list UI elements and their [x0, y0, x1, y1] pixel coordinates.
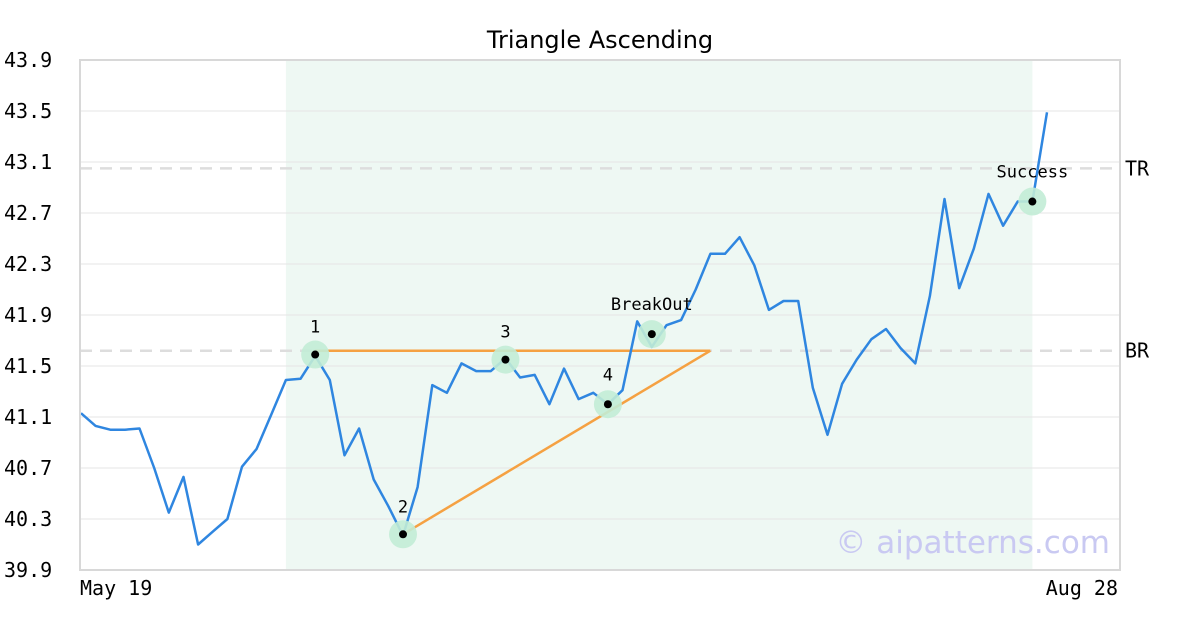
y-tick-label: 41.1 [4, 405, 52, 429]
pattern-points-layer: 1 2 3 4 BreakOut Success [301, 163, 1068, 549]
y-tick-label: 41.9 [4, 303, 52, 327]
y-tick-label: 43.1 [4, 150, 52, 174]
point-label: Success [997, 163, 1069, 183]
y-tick-label: 42.3 [4, 252, 52, 276]
y-tick-label: 43.5 [4, 99, 52, 123]
axis-labels-layer: 43.9 43.5 43.1 42.7 42.3 41.9 41.5 41.1 40.7 40.3… [4, 48, 1118, 600]
point-label: BreakOut [611, 295, 693, 315]
point-label: 2 [398, 497, 408, 517]
point-marker-dot [1028, 197, 1037, 206]
y-tick-label: 42.7 [4, 201, 52, 225]
level-label-br: BR [1125, 339, 1150, 363]
level-label-tr: TR [1125, 156, 1150, 180]
point-label: 3 [500, 323, 510, 343]
y-tick-label: 41.5 [4, 354, 52, 378]
y-tick-label: 40.7 [4, 456, 52, 480]
x-tick-label: May 19 [80, 576, 152, 600]
x-tick-label: Aug 28 [1046, 576, 1118, 600]
point-marker-dot [501, 355, 510, 364]
watermark-text: © aipatterns.com [835, 525, 1110, 561]
price-series-line [80, 112, 1049, 546]
y-tick-label: 43.9 [4, 48, 52, 72]
trend-line [402, 349, 712, 536]
point-marker-dot [603, 400, 612, 409]
point-marker-dot [311, 350, 320, 359]
plot-frame-layer [79, 59, 1121, 571]
plot-frame [79, 59, 1121, 571]
point-label: 1 [310, 318, 320, 338]
point-marker-dot [399, 530, 407, 539]
chart-title: Triangle Ascending [486, 26, 713, 54]
series-layer [80, 112, 1049, 546]
y-tick-label: 39.9 [4, 558, 52, 582]
point-marker-dot [647, 330, 656, 339]
y-tick-label: 40.3 [4, 507, 52, 531]
point-label: 4 [603, 365, 613, 385]
